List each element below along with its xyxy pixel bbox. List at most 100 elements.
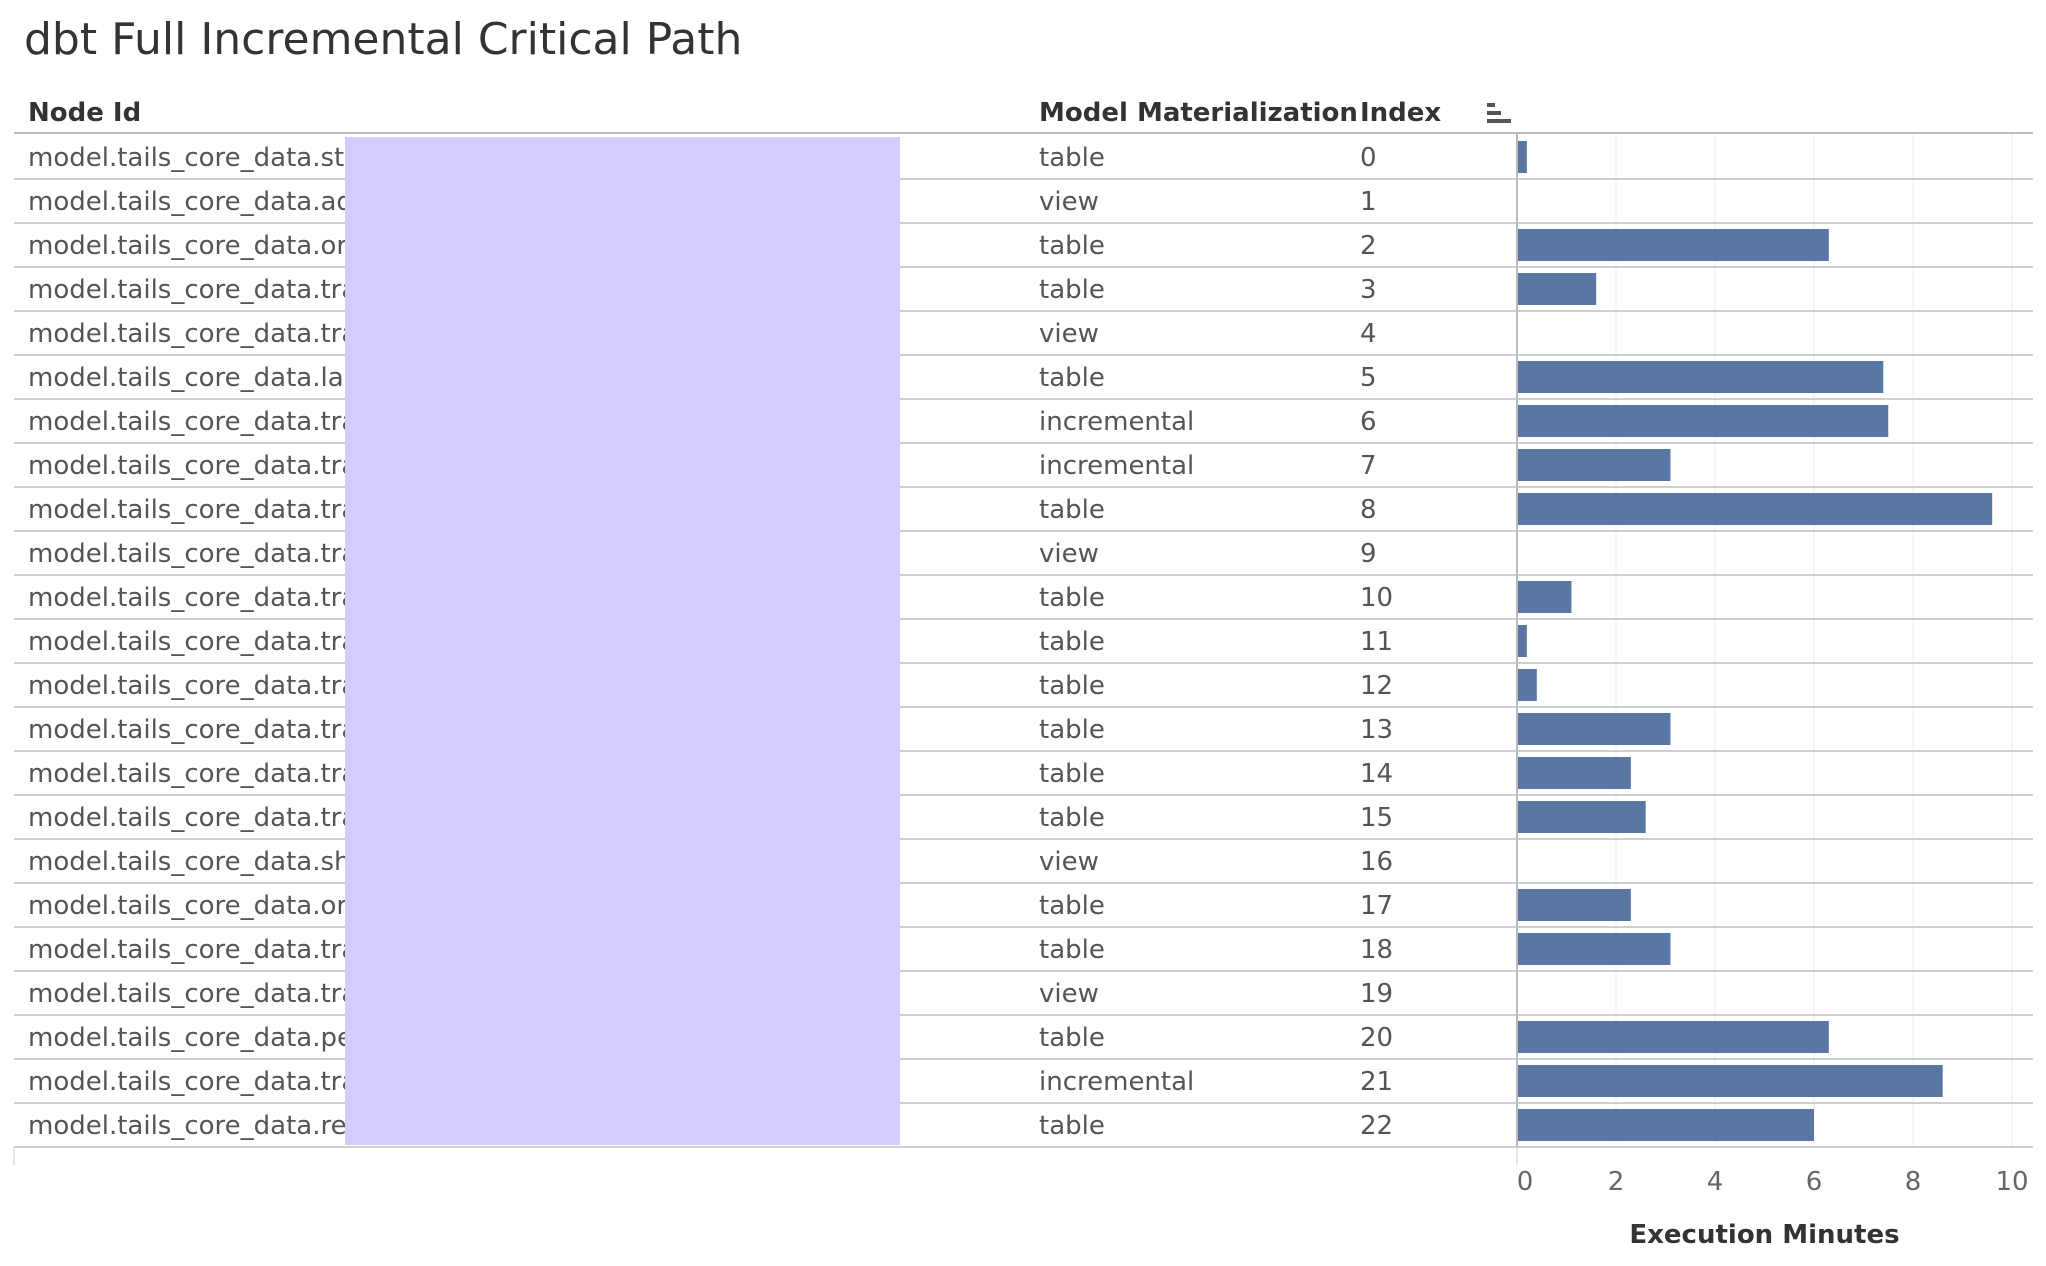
table-cell-node-id: model.tails_core_data.pe — [28, 1023, 353, 1053]
x-tick-label: 8 — [1905, 1167, 1922, 1197]
bar[interactable] — [1517, 757, 1631, 789]
table-cell-index: 5 — [1360, 363, 1377, 393]
bar[interactable] — [1517, 405, 1889, 437]
table-cell-index: 17 — [1360, 891, 1393, 921]
x-tick-label: 0 — [1517, 1167, 1534, 1197]
table-cell-node-id: model.tails_core_data.tra — [28, 979, 357, 1009]
table-cell-index: 0 — [1360, 143, 1377, 173]
x-tick-label: 10 — [1995, 1167, 2028, 1197]
bar[interactable] — [1517, 273, 1597, 305]
table-cell-index: 18 — [1360, 935, 1393, 965]
x-axis-title: Execution Minutes — [1629, 1220, 1899, 1250]
table-cell-node-id: model.tails_core_data.tra — [28, 935, 357, 965]
table-cell-index: 9 — [1360, 539, 1377, 569]
table-cell-index: 8 — [1360, 495, 1377, 525]
column-header-node-id[interactable]: Node Id — [28, 98, 142, 128]
table-cell-index: 2 — [1360, 231, 1377, 261]
table-cell-index: 10 — [1360, 583, 1393, 613]
table-cell-materialization: table — [1039, 275, 1105, 305]
table-cell-node-id: model.tails_core_data.tra — [28, 803, 357, 833]
table-cell-materialization: table — [1039, 891, 1105, 921]
redaction-block — [345, 137, 900, 1145]
table-cell-node-id: model.tails_core_data.tra — [28, 451, 357, 481]
bar[interactable] — [1517, 625, 1527, 657]
table-cell-materialization: table — [1039, 143, 1105, 173]
bar[interactable] — [1517, 669, 1537, 701]
bar[interactable] — [1517, 493, 1993, 525]
table-cell-node-id: model.tails_core_data.lab — [28, 363, 360, 393]
table-cell-materialization: table — [1039, 715, 1105, 745]
table-cell-node-id: model.tails_core_data.sh — [28, 847, 351, 877]
table-cell-materialization: table — [1039, 231, 1105, 261]
table-cell-node-id: model.tails_core_data.st — [28, 143, 344, 173]
table-cell-materialization: table — [1039, 1023, 1105, 1053]
table-cell-node-id: model.tails_core_data.tra — [28, 495, 357, 525]
table-cell-node-id: model.tails_core_data.or — [28, 891, 347, 921]
column-header-index[interactable]: Index — [1360, 98, 1442, 128]
table-cell-index: 6 — [1360, 407, 1377, 437]
bar[interactable] — [1517, 1021, 1829, 1053]
table-cell-node-id: model.tails_core_data.tra — [28, 1067, 357, 1097]
table-cell-node-id: model.tails_core_data.or — [28, 231, 347, 261]
table-cell-node-id: model.tails_core_data.tra — [28, 275, 357, 305]
bar[interactable] — [1517, 361, 1884, 393]
table-cell-index: 13 — [1360, 715, 1393, 745]
x-tick-label: 2 — [1608, 1167, 1625, 1197]
sort-bars-icon[interactable] — [1487, 103, 1513, 125]
column-header-model-materialization[interactable]: Model Materialization — [1039, 98, 1358, 128]
table-cell-materialization: incremental — [1039, 407, 1194, 437]
table-cell-materialization: table — [1039, 671, 1105, 701]
bar[interactable] — [1517, 1109, 1814, 1141]
table-cell-node-id: model.tails_core_data.tra — [28, 583, 357, 613]
table-cell-materialization: table — [1039, 495, 1105, 525]
bar[interactable] — [1517, 801, 1646, 833]
table-cell-index: 12 — [1360, 671, 1393, 701]
table-cell-node-id: model.tails_core_data.ad — [28, 187, 353, 217]
table-cell-materialization: view — [1039, 979, 1099, 1009]
bar[interactable] — [1517, 1065, 1943, 1097]
table-cell-index: 21 — [1360, 1067, 1393, 1097]
table-cell-materialization: view — [1039, 539, 1099, 569]
bar[interactable] — [1517, 713, 1671, 745]
table-cell-index: 16 — [1360, 847, 1393, 877]
table-cell-node-id: model.tails_core_data.tra — [28, 627, 357, 657]
bar[interactable] — [1517, 229, 1829, 261]
table-cell-index: 11 — [1360, 627, 1393, 657]
table-cell-materialization: view — [1039, 187, 1099, 217]
x-tick-label: 6 — [1806, 1167, 1823, 1197]
table-cell-node-id: model.tails_core_data.tra — [28, 319, 357, 349]
table-cell-index: 20 — [1360, 1023, 1393, 1053]
table-cell-node-id: model.tails_core_data.tra — [28, 671, 357, 701]
table-cell-materialization: table — [1039, 759, 1105, 789]
table-cell-index: 1 — [1360, 187, 1377, 217]
table-cell-index: 4 — [1360, 319, 1377, 349]
table-cell-index: 22 — [1360, 1111, 1393, 1141]
table-cell-materialization: table — [1039, 1111, 1105, 1141]
table-cell-node-id: model.tails_core_data.tra — [28, 759, 357, 789]
table-cell-node-id: model.tails_core_data.re — [28, 1111, 347, 1141]
bar[interactable] — [1517, 449, 1671, 481]
table-cell-materialization: table — [1039, 803, 1105, 833]
table-cell-materialization: incremental — [1039, 1067, 1194, 1097]
table-cell-materialization: view — [1039, 319, 1099, 349]
bar[interactable] — [1517, 141, 1527, 173]
table-cell-index: 7 — [1360, 451, 1377, 481]
bar[interactable] — [1517, 889, 1631, 921]
table-cell-index: 15 — [1360, 803, 1393, 833]
table-cell-materialization: incremental — [1039, 451, 1194, 481]
table-cell-node-id: model.tails_core_data.tra — [28, 407, 357, 437]
bar[interactable] — [1517, 933, 1671, 965]
table-cell-materialization: view — [1039, 847, 1099, 877]
table-cell-node-id: model.tails_core_data.tra — [28, 715, 357, 745]
table-cell-materialization: table — [1039, 627, 1105, 657]
table-cell-node-id: model.tails_core_data.tra — [28, 539, 357, 569]
table-cell-index: 14 — [1360, 759, 1393, 789]
table-cell-index: 19 — [1360, 979, 1393, 1009]
table-cell-index: 3 — [1360, 275, 1377, 305]
page-title: dbt Full Incremental Critical Path — [24, 14, 743, 65]
x-tick-label: 4 — [1707, 1167, 1724, 1197]
table-cell-materialization: table — [1039, 583, 1105, 613]
bar[interactable] — [1517, 581, 1572, 613]
table-cell-materialization: table — [1039, 363, 1105, 393]
table-cell-materialization: table — [1039, 935, 1105, 965]
